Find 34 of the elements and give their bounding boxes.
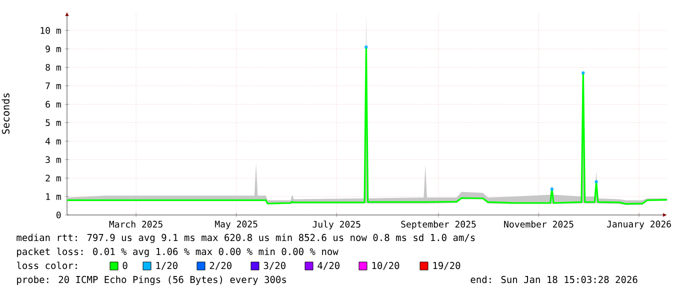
- y-tick-label: 3 m: [46, 156, 61, 164]
- y-tick-label: 4 m: [46, 138, 61, 144]
- y-axis-title: Seconds: [2, 93, 10, 134]
- y-tick-label: 10 m: [40, 27, 61, 34]
- x-tick-label: July 2025: [312, 220, 360, 230]
- legend-title: loss color:: [16, 262, 77, 270]
- y-tick-label: 7 m: [46, 82, 61, 90]
- y-tick-label: 9 m: [46, 46, 61, 52]
- text: end: Sun Jan 18 15:03:28 2026: [470, 276, 638, 284]
- y-tick-label: 0: [56, 212, 61, 218]
- legend-label: 10/20: [372, 262, 400, 270]
- x-tick-label: September 2025: [401, 220, 476, 230]
- text: packet loss: 0.01 % avg 1.06 % max 0.00 % min 0.00 % now: [17, 248, 338, 258]
- legend-label: 4/20: [318, 262, 340, 270]
- text: median rtt: 797.9 us avg 9.1 ms max 620.8 us min 852.6 us now 0.8 ms sd 1.0 am/s: [16, 234, 475, 244]
- text: probe: 20 ICMP Echo Pings (56 Bytes) every 300s: [17, 276, 286, 286]
- point: [594, 180, 598, 184]
- y-tick-label: 5 m: [46, 119, 61, 126]
- x-tick-label: January 2026: [607, 220, 671, 230]
- y-tick-label: 2 m: [46, 174, 61, 182]
- y-tick-label: 1 m: [46, 193, 61, 200]
- point: [550, 188, 554, 191]
- y-tick-label: 8 m: [46, 64, 61, 71]
- y-tick-label: 6 m: [46, 100, 61, 108]
- x-tick-label: November 2025: [504, 220, 574, 228]
- legend-label: 3/20: [264, 262, 286, 270]
- legend-label: 0: [122, 262, 128, 270]
- legend-label: 1/20: [156, 262, 178, 270]
- point: [364, 46, 368, 48]
- point: [582, 71, 585, 74]
- x-tick-label: March 2025: [109, 220, 162, 228]
- x-tick-label: May 2025: [215, 220, 258, 230]
- legend-label: 19/20: [433, 262, 460, 270]
- legend-label: 2/20: [210, 262, 232, 270]
